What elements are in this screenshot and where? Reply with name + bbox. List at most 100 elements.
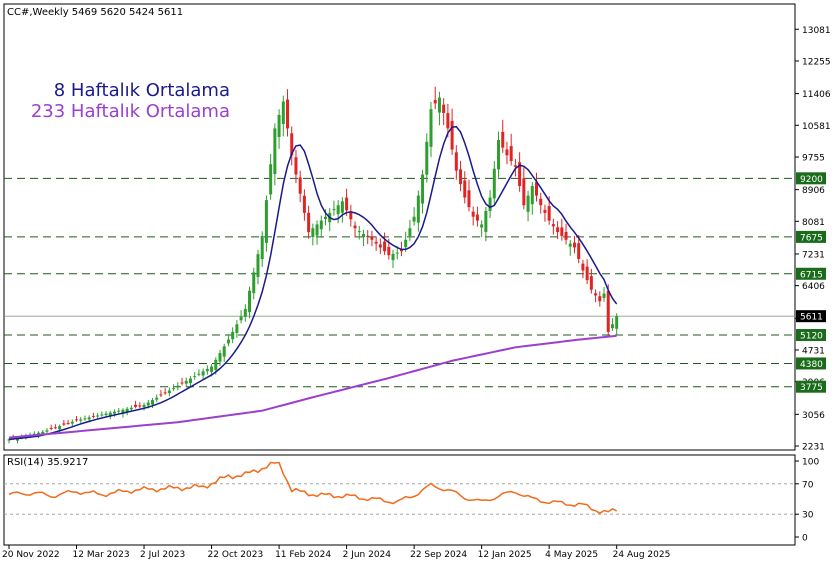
level-label-9200: 9200 <box>800 175 823 185</box>
candle-body <box>273 128 277 174</box>
time-tick-label: 22 Oct 2023 <box>208 550 264 560</box>
candle-body <box>518 162 522 187</box>
time-tick-label: 11 Feb 2024 <box>275 550 331 560</box>
time-tick-label: 20 Nov 2022 <box>2 550 60 560</box>
last-price-label: 5611 <box>800 313 823 323</box>
candle-body <box>497 139 501 170</box>
candle-body <box>429 109 433 147</box>
rsi-tick-label: 30 <box>802 511 814 521</box>
chart-frame <box>3 3 796 546</box>
candle-body <box>87 417 91 420</box>
candle-body <box>585 266 589 281</box>
candle-body <box>201 371 205 376</box>
rsi-header: RSI(14) 35.9217 <box>7 457 88 468</box>
level-label-7675: 7675 <box>800 233 823 243</box>
candle-body <box>150 400 154 405</box>
symbol-header: CC#,Weekly 5469 5620 5424 5611 <box>7 7 183 18</box>
level-label-6715: 6715 <box>800 270 823 280</box>
time-tick-label: 12 Mar 2023 <box>73 550 130 560</box>
time-tick-label: 4 May 2025 <box>545 550 598 560</box>
candle-body <box>286 99 290 129</box>
candle-body <box>142 404 146 408</box>
candle-body <box>475 214 479 221</box>
candle-body <box>421 174 425 204</box>
candle-body <box>121 409 125 414</box>
candle-body <box>315 224 319 236</box>
price-tick-label: 6406 <box>802 282 825 292</box>
candlesticks <box>7 86 619 444</box>
candle-body <box>290 133 294 156</box>
candle-body <box>332 209 336 211</box>
rsi-tick-label: 0 <box>802 534 808 544</box>
candle-body <box>108 412 112 416</box>
price-pane-border <box>3 3 796 451</box>
candle-body <box>589 276 593 290</box>
candle-body <box>357 231 361 233</box>
candle-body <box>484 210 488 232</box>
price-axis: 13081 12255 11406 10581 9755 8906 8081 7231 6406… <box>795 26 831 453</box>
candle-body <box>319 220 323 230</box>
time-tick-label: 22 Sep 2024 <box>410 550 467 560</box>
candle-body <box>222 346 226 357</box>
candle-body <box>442 104 446 114</box>
candle-body <box>100 414 104 416</box>
candle-body <box>404 239 408 248</box>
candle-body <box>235 324 239 333</box>
candle-body <box>530 186 534 205</box>
price-tick-label: 8081 <box>802 218 825 228</box>
ma233-legend-label: 233 Haftalık Ortalama <box>31 101 230 122</box>
candle-body <box>176 385 180 388</box>
candle-body <box>606 290 610 332</box>
candle-body <box>450 120 454 150</box>
candle-body <box>96 415 100 417</box>
level-label-3775: 3775 <box>800 383 823 393</box>
candle-body <box>66 422 70 424</box>
candle-body <box>180 382 184 384</box>
candle-body <box>391 253 395 261</box>
candle-body <box>492 168 496 199</box>
candle-body <box>340 201 344 213</box>
candle-body <box>543 209 547 213</box>
time-axis: 20 Nov 2022 12 Mar 2023 2 Jul 2023 22 Oct 2… <box>2 545 670 560</box>
candle-body <box>184 380 188 384</box>
candle-body <box>49 427 53 429</box>
candle-body <box>172 388 176 390</box>
candle-body <box>210 366 214 372</box>
level-box-6715 <box>796 267 826 280</box>
candle-body <box>281 101 285 125</box>
candle-body <box>218 353 222 362</box>
price-tick-label: 7231 <box>802 250 825 260</box>
candle-body <box>471 211 475 217</box>
candle-body <box>522 178 526 206</box>
level-label-5120: 5120 <box>800 332 823 342</box>
candle-body <box>433 99 437 104</box>
level-box-5120 <box>796 329 826 342</box>
horizontal-levels <box>4 177 795 388</box>
candle-body <box>509 146 513 162</box>
level-box-3775 <box>796 380 826 393</box>
candle-body <box>324 216 327 220</box>
candle-body <box>125 408 129 412</box>
candle-body <box>277 114 281 137</box>
candle-body <box>564 231 568 240</box>
candle-body <box>197 373 201 375</box>
candle-body <box>560 227 564 236</box>
candle-body <box>104 413 108 416</box>
candle-body <box>193 376 197 378</box>
candle-body <box>269 164 273 195</box>
candle-body <box>75 419 79 421</box>
candle-body <box>70 421 74 424</box>
candle-body <box>155 397 159 400</box>
candle-body <box>501 131 505 148</box>
moving-averages <box>8 125 618 441</box>
candle-body <box>298 177 302 194</box>
price-tick-label: 3056 <box>802 411 825 421</box>
candle-body <box>79 419 83 421</box>
candle-body <box>513 165 517 167</box>
candle-body <box>399 249 403 252</box>
candle-body <box>159 394 163 396</box>
candle-body <box>547 206 551 221</box>
candle-body <box>581 263 585 271</box>
candle-body <box>353 225 357 229</box>
candle-body <box>214 359 218 370</box>
